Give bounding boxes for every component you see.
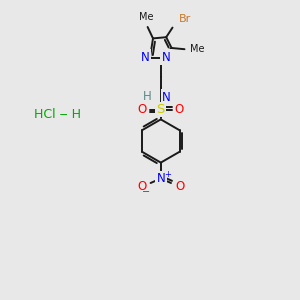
Text: HCl ‒ H: HCl ‒ H — [34, 107, 80, 121]
Text: −: − — [142, 187, 151, 197]
Text: O: O — [138, 103, 147, 116]
Text: H: H — [143, 90, 152, 104]
Text: Me: Me — [139, 12, 153, 22]
Text: Br: Br — [178, 14, 191, 24]
Text: N: N — [141, 51, 149, 64]
Text: O: O — [175, 180, 184, 193]
Text: N: N — [162, 91, 171, 104]
Text: O: O — [137, 180, 146, 193]
Text: Me: Me — [190, 44, 204, 54]
Text: N: N — [156, 172, 165, 185]
Text: S: S — [157, 103, 165, 116]
Text: N: N — [161, 51, 170, 64]
Text: O: O — [175, 103, 184, 116]
Text: +: + — [164, 170, 171, 179]
